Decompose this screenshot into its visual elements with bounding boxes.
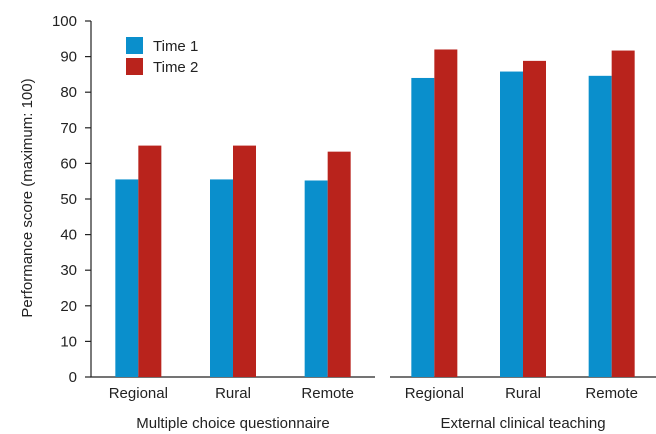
y-tick-label: 30	[60, 262, 77, 279]
y-tick-label: 60	[60, 155, 77, 172]
panel-multiple-choice: 0 10 20 30 40 50 60 70 80 90 100 Regional Rural Remo…	[52, 13, 375, 432]
bar-multiple-choice-questionnaire-regional-time-1	[115, 179, 139, 377]
bars-external-clinical	[411, 49, 635, 378]
legend-swatch-time-1	[126, 37, 143, 54]
legend-label-time-1: Time 1	[153, 38, 198, 55]
bar-external-clinical-teaching-regional-time-2	[434, 49, 458, 377]
bar-external-clinical-teaching-rural-time-2	[523, 60, 546, 377]
y-tick-label: 80	[60, 84, 77, 101]
legend: Time 1 Time 2	[126, 37, 198, 76]
y-tick-label: 0	[69, 369, 77, 386]
y-tick-label: 20	[60, 298, 77, 315]
y-tick-label: 100	[52, 13, 77, 30]
bars-multiple-choice	[115, 145, 351, 377]
bar-external-clinical-teaching-remote-time-2	[611, 50, 635, 377]
y-tick-label: 90	[60, 49, 77, 66]
bar-external-clinical-teaching-rural-time-1	[500, 71, 523, 377]
category-label-regional: Regional	[405, 385, 464, 402]
bar-multiple-choice-questionnaire-rural-time-1	[210, 179, 233, 377]
y-tick-label: 50	[60, 191, 77, 208]
group-label-multiple-choice: Multiple choice questionnaire	[136, 415, 329, 432]
y-tick-label: 40	[60, 227, 77, 244]
category-labels-multiple-choice: Regional Rural Remote	[109, 385, 354, 402]
y-tick-label: 70	[60, 120, 77, 137]
bar-multiple-choice-questionnaire-remote-time-2	[327, 151, 351, 377]
bar-multiple-choice-questionnaire-rural-time-2	[233, 145, 256, 377]
bar-multiple-choice-questionnaire-regional-time-2	[138, 145, 162, 377]
panel-external-clinical: Regional Rural Remote External clinical te…	[390, 49, 656, 432]
y-tick-label: 10	[60, 333, 77, 350]
bar-external-clinical-teaching-regional-time-1	[411, 77, 435, 378]
category-label-rural: Rural	[505, 385, 541, 402]
category-labels-external-clinical: Regional Rural Remote	[405, 385, 638, 402]
category-label-remote: Remote	[585, 385, 638, 402]
y-axis-label: Performance score (maximum: 100)	[19, 78, 36, 317]
category-label-remote: Remote	[301, 385, 354, 402]
group-label-external-clinical: External clinical teaching	[440, 415, 605, 432]
y-ticks: 0 10 20 30 40 50 60 70 80 90 100	[52, 13, 91, 386]
category-label-regional: Regional	[109, 385, 168, 402]
bar-multiple-choice-questionnaire-remote-time-1	[304, 180, 328, 377]
category-label-rural: Rural	[215, 385, 251, 402]
legend-label-time-2: Time 2	[153, 59, 198, 76]
bar-external-clinical-teaching-remote-time-1	[588, 75, 612, 377]
legend-swatch-time-2	[126, 58, 143, 75]
